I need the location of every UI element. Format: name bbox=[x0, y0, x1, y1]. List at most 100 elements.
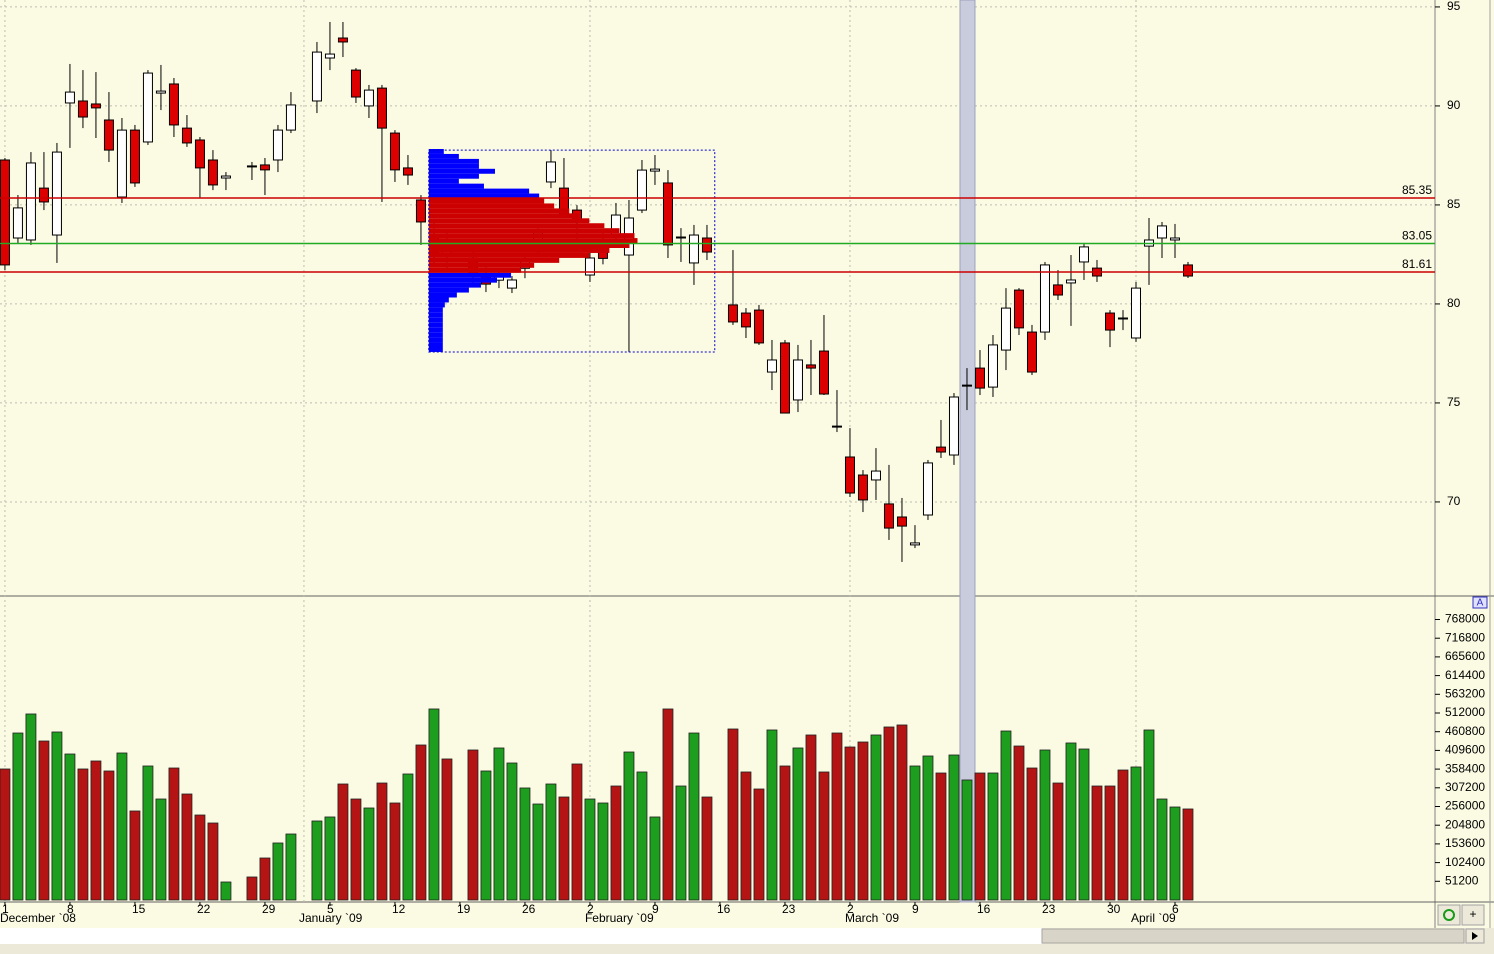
candle-body bbox=[25, 162, 36, 241]
candle-body bbox=[90, 103, 101, 109]
y-tick-label: 204800 bbox=[1445, 817, 1485, 831]
candle-body bbox=[896, 516, 907, 527]
volume-bar bbox=[64, 753, 76, 901]
profile-bar bbox=[428, 208, 570, 214]
candle-body bbox=[883, 503, 894, 529]
profile-bar bbox=[428, 292, 457, 298]
y-tick-label: 51200 bbox=[1445, 873, 1479, 887]
profile-bar bbox=[428, 163, 479, 169]
refresh-button[interactable] bbox=[1437, 904, 1461, 926]
y-tick-label: 102400 bbox=[1445, 855, 1485, 869]
volume-bar bbox=[701, 796, 713, 901]
y-tick-label: 563200 bbox=[1445, 686, 1485, 700]
volume-bar bbox=[116, 752, 128, 901]
highlight-band bbox=[959, 0, 976, 903]
candle-body bbox=[753, 309, 764, 344]
candle-body bbox=[12, 207, 23, 239]
scroll-thumb[interactable] bbox=[1041, 928, 1465, 944]
candle-body bbox=[415, 199, 426, 223]
scroll-track[interactable] bbox=[0, 928, 1042, 944]
x-tick-label: 16 bbox=[717, 902, 731, 916]
profile-bar bbox=[428, 267, 522, 273]
y-tick-label: 358400 bbox=[1445, 761, 1485, 775]
volume-bar bbox=[142, 765, 154, 901]
candle-body bbox=[207, 159, 218, 186]
volume-bar bbox=[558, 796, 570, 901]
volume-bar bbox=[818, 771, 830, 901]
volume-bar bbox=[272, 842, 284, 901]
volume-bar bbox=[623, 751, 635, 901]
volume-bar bbox=[1130, 766, 1142, 901]
profile-bar bbox=[428, 347, 443, 352]
volume-bar bbox=[896, 724, 908, 901]
candle-body bbox=[727, 304, 738, 323]
volume-bar bbox=[506, 762, 518, 901]
candle-body bbox=[1182, 264, 1193, 277]
x-tick-label: 5 bbox=[327, 902, 334, 916]
x-tick-label: 1 bbox=[2, 902, 9, 916]
candle-body bbox=[38, 187, 49, 203]
volume-bar bbox=[103, 770, 115, 901]
candle-body bbox=[77, 100, 88, 118]
candle-body bbox=[168, 83, 179, 126]
y-tick-label: 256000 bbox=[1445, 799, 1485, 813]
candle-body bbox=[961, 384, 972, 387]
panel-tag-box[interactable] bbox=[1472, 596, 1488, 609]
volume-bar bbox=[428, 708, 440, 901]
profile-bar bbox=[428, 188, 530, 194]
profile-bar bbox=[428, 277, 497, 283]
candle-body bbox=[1078, 246, 1089, 263]
x-tick-label: 23 bbox=[1042, 902, 1056, 916]
volume-bar bbox=[1078, 748, 1090, 901]
volume-bar bbox=[727, 728, 739, 901]
volume-bar bbox=[402, 773, 414, 901]
candle-body bbox=[220, 175, 231, 179]
profile-bar bbox=[428, 168, 495, 174]
profile-bar bbox=[428, 223, 605, 229]
volume-bar bbox=[207, 822, 219, 901]
volume-bar bbox=[220, 881, 232, 901]
volume-bar bbox=[610, 785, 622, 901]
volume-bar bbox=[844, 746, 856, 901]
y-tick-label: 70 bbox=[1447, 494, 1461, 508]
candle-body bbox=[194, 139, 205, 169]
profile-bar bbox=[428, 247, 610, 253]
candle-body bbox=[376, 87, 387, 129]
zoom-button[interactable] bbox=[1461, 904, 1485, 926]
candle-body bbox=[1117, 317, 1128, 320]
profile-bar bbox=[428, 272, 512, 278]
volume-bar bbox=[662, 708, 674, 901]
profile-bar bbox=[428, 153, 459, 159]
zoom-label[interactable]: + bbox=[1469, 907, 1476, 921]
volume-bar bbox=[909, 765, 921, 901]
profile-bar bbox=[428, 148, 444, 154]
volume-bar bbox=[467, 749, 479, 901]
level-label: 85.35 bbox=[1402, 183, 1432, 197]
candle-body bbox=[116, 129, 127, 198]
volume-bar bbox=[337, 783, 349, 901]
month-label: December `08 bbox=[0, 911, 76, 925]
candle-body bbox=[649, 168, 660, 172]
candle-body bbox=[935, 446, 946, 453]
volume-bar bbox=[584, 798, 596, 901]
x-tick-label: 6 bbox=[1172, 902, 1179, 916]
x-tick-label: 2 bbox=[587, 902, 594, 916]
volume-bar bbox=[1013, 745, 1025, 901]
volume-bar bbox=[675, 785, 687, 901]
panel-tag[interactable]: A bbox=[1477, 598, 1484, 609]
marks-layer bbox=[0, 21, 1194, 901]
candle-body bbox=[402, 167, 413, 176]
volume-bar bbox=[12, 732, 24, 901]
profile-bar bbox=[428, 327, 443, 333]
profile-bar bbox=[428, 228, 620, 234]
candle-body bbox=[662, 182, 673, 246]
profile-bar bbox=[428, 183, 484, 189]
candle-body bbox=[857, 474, 868, 501]
volume-bar bbox=[1065, 742, 1077, 901]
y-tick-label: 460800 bbox=[1445, 724, 1485, 738]
volume-bar bbox=[350, 798, 362, 901]
volume-bar bbox=[90, 760, 102, 901]
volume-bar bbox=[805, 734, 817, 901]
